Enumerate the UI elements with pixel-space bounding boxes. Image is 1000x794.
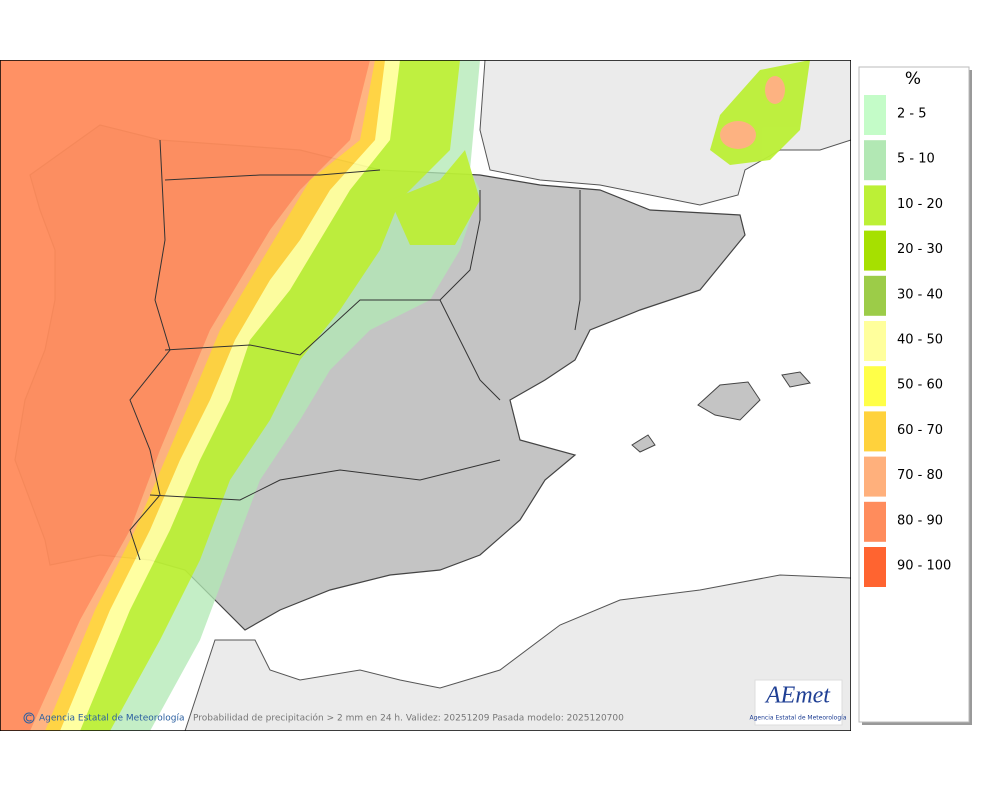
legend-label: 30 - 40 (897, 287, 943, 302)
legend-swatch (864, 456, 886, 497)
legend-swatch (864, 140, 886, 181)
mallorca (697, 381, 761, 421)
legend-title: % (905, 69, 921, 89)
legend-label: 50 - 60 (897, 378, 943, 393)
legend-swatch (864, 366, 886, 407)
logo: AEmet Agencia Estatal de Meteorología (750, 679, 847, 726)
legend-swatch (864, 230, 886, 271)
africa (184, 574, 851, 731)
credit: Agencia Estatal de Meteorología (39, 714, 185, 724)
legend-label: 70 - 80 (897, 468, 943, 483)
legend-label: 2 - 5 (897, 107, 927, 122)
copyright-icon (23, 712, 35, 724)
legend-swatch (864, 547, 886, 587)
legend-items: 2 - 5 5 - 10 10 - 20 20 - 30 30 - 40 40 - 50 5… (864, 95, 951, 587)
legend-swatch (864, 275, 886, 316)
logo-subtitle: Agencia Estatal de Meteorología (750, 715, 847, 722)
logo-name: AEmet (764, 683, 831, 709)
map (0, 60, 851, 731)
legend-label: 5 - 10 (897, 152, 935, 167)
legend-label: 40 - 50 (897, 333, 943, 348)
legend-swatch (864, 501, 886, 542)
caption: Probabilidad de precipitación > 2 mm en … (193, 713, 624, 724)
precipitation-field (0, 60, 810, 731)
legend-swatch (864, 185, 886, 226)
menorca (781, 371, 811, 388)
legend-label: 20 - 30 (897, 242, 943, 257)
copyright-icon-c (25, 714, 32, 722)
ibiza (631, 434, 656, 453)
legend-label: 10 - 20 (897, 197, 943, 212)
legend-swatch (864, 95, 886, 135)
legend-swatch (864, 321, 886, 361)
legend-label: 80 - 90 (897, 513, 943, 528)
region-borders (129, 139, 581, 561)
legend-label: 90 - 100 (897, 559, 951, 574)
logo-box (754, 679, 843, 726)
legend-label: 60 - 70 (897, 423, 943, 438)
legend-swatch (864, 411, 886, 452)
